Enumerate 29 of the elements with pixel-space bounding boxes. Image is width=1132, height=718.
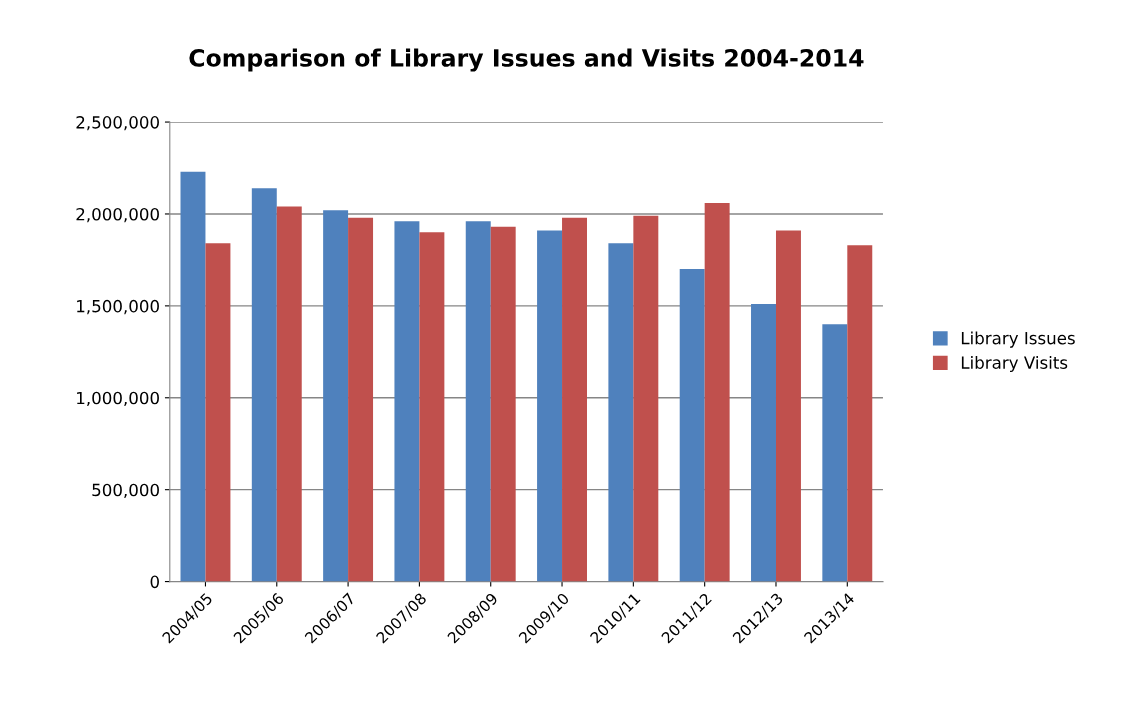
bar [394,221,420,582]
bar [751,304,776,582]
y-tick-label: 0 [150,575,159,589]
bar [465,221,491,582]
bar [608,243,634,582]
bar [704,202,730,582]
legend-label: Library Visits [961,355,1068,373]
bar [323,210,349,582]
bar [537,230,563,582]
y-tick-label: 2,000,000 [76,207,159,223]
chart-title: Comparison of Library Issues and Visits 2004-2014 [189,48,864,72]
bar [562,217,587,582]
y-tick-label: 1,000,000 [77,391,159,407]
bar [276,206,302,582]
bar [847,245,873,582]
bar [679,269,705,582]
bar [251,188,277,582]
legend-label: Library Issues [961,331,1075,348]
y-tick-label: 1,500,000 [77,299,159,315]
bar [348,217,374,582]
bar [822,324,848,582]
y-tick-label: 2,500,000 [76,116,159,131]
bar [490,226,516,582]
bar [180,171,206,582]
bar [775,230,801,582]
bar [205,243,231,582]
bar [633,215,659,582]
bar [419,232,445,582]
y-tick-label: 500,000 [92,483,159,498]
